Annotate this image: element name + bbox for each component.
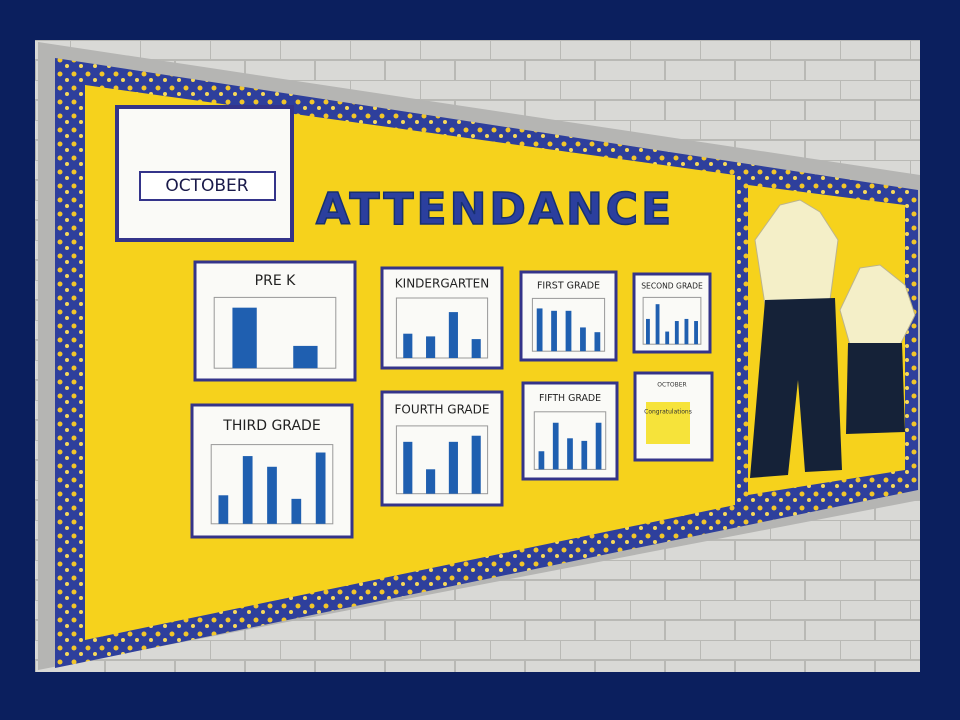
bar	[448, 441, 458, 494]
bar	[403, 441, 413, 494]
title: ATTENDANCE	[316, 184, 674, 235]
bar	[567, 438, 573, 470]
bar	[674, 321, 679, 345]
month-label-box	[139, 171, 276, 201]
bar	[293, 345, 318, 369]
bar	[684, 318, 689, 345]
bar	[565, 310, 572, 352]
bar	[471, 339, 481, 358]
shirt-small	[839, 264, 916, 346]
bar	[471, 435, 481, 494]
certificate-body	[646, 402, 690, 444]
bar	[426, 336, 436, 358]
bar	[580, 327, 586, 352]
bar	[291, 498, 302, 524]
grade-panel	[380, 390, 504, 507]
plot-frame	[395, 425, 489, 495]
bar	[646, 318, 650, 345]
grade-label: FIRST GRADE	[537, 281, 600, 292]
bar	[242, 456, 253, 524]
grade-panel	[193, 260, 357, 382]
panels: PRE K KINDERGARTEN FIRST GRADE SECOND GRADE…	[190, 260, 712, 539]
bar	[694, 321, 698, 345]
grade-label: PRE K	[255, 273, 296, 289]
plot-frame	[642, 296, 702, 345]
bar	[218, 495, 229, 524]
bar	[267, 466, 277, 524]
grade-label: FIFTH GRADE	[539, 393, 601, 404]
bar	[232, 307, 257, 369]
bar	[448, 312, 458, 358]
bar	[551, 310, 557, 352]
bar	[595, 422, 602, 470]
bar	[426, 469, 436, 494]
grade-label: KINDERGARTEN	[395, 277, 489, 291]
bar	[403, 333, 413, 358]
bar	[665, 331, 670, 345]
certificate-text: Congratulations	[644, 409, 692, 416]
plot-frame	[213, 296, 337, 369]
bar	[581, 440, 588, 470]
bar	[594, 332, 601, 352]
bar	[536, 308, 543, 352]
plot-frame	[395, 297, 489, 359]
certificate-heading: OCTOBER	[657, 382, 686, 389]
grade-label: SECOND GRADE	[641, 281, 703, 290]
month-label: OCTOBER	[165, 176, 248, 196]
bar	[552, 422, 559, 470]
bar	[538, 451, 545, 470]
grade-label: FOURTH GRADE	[395, 403, 490, 417]
pants	[750, 298, 842, 478]
bar	[315, 452, 326, 524]
bar	[655, 304, 660, 345]
grade-label: THIRD GRADE	[222, 418, 320, 434]
skirt	[846, 343, 905, 434]
shirt	[754, 199, 839, 306]
grade-panel	[380, 266, 504, 370]
